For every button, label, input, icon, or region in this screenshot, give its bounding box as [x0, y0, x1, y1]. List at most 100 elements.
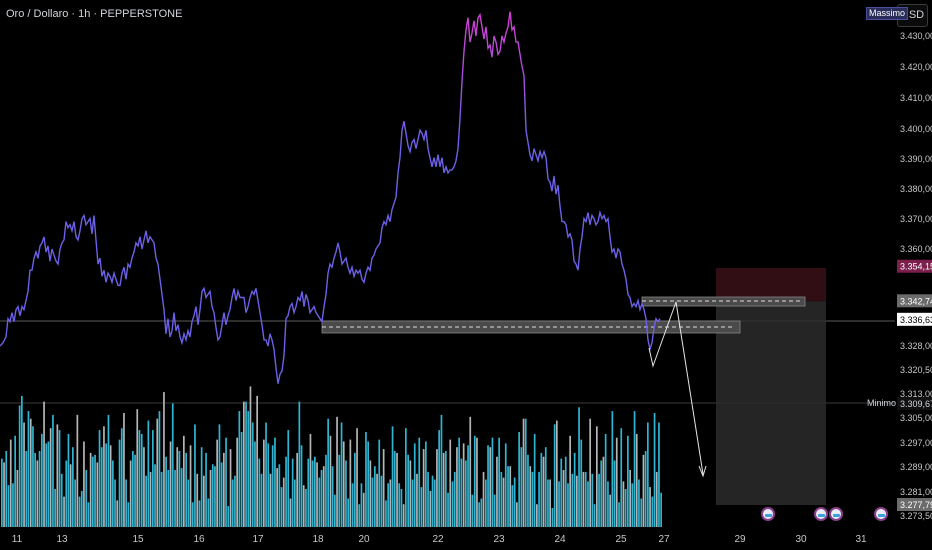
- volume-bar: [98, 430, 101, 527]
- volume-bar: [413, 443, 416, 527]
- volume-bar: [149, 471, 152, 527]
- volume-bar: [169, 441, 172, 527]
- volume-bar: [429, 490, 432, 527]
- volume-bar: [473, 435, 476, 527]
- volume-bar: [356, 428, 358, 527]
- volume-bar: [365, 432, 367, 527]
- volume-bar: [591, 473, 594, 527]
- volume-bar: [207, 498, 210, 527]
- volume-bar: [280, 487, 283, 527]
- volume-bar: [340, 422, 343, 527]
- stop-loss-zone[interactable]: [716, 268, 826, 302]
- volume-bar: [305, 489, 307, 527]
- price-tag-bg: [897, 498, 932, 511]
- symbol-title[interactable]: Oro / Dollaro · 1h · PEPPERSTONE: [6, 8, 183, 20]
- event-icon-31[interactable]: [874, 507, 888, 521]
- volume-bar: [220, 462, 223, 527]
- volume-bar: [593, 504, 596, 527]
- volume-bar: [445, 451, 447, 527]
- volume-bar: [52, 414, 54, 527]
- volume-bar: [607, 481, 609, 527]
- y-tick-label: 3.305,00: [900, 413, 932, 423]
- volume-bar: [320, 470, 323, 527]
- volume-bar: [358, 504, 361, 527]
- price-line[interactable]: [0, 11, 661, 384]
- y-tick-label: 3.360,00: [900, 244, 932, 254]
- volume-bar: [147, 420, 150, 527]
- volume-bar: [531, 471, 534, 527]
- volume-bar: [362, 492, 365, 527]
- volume-bar: [132, 451, 134, 527]
- volume-bar: [456, 447, 458, 527]
- volume-bar: [214, 466, 216, 527]
- volume-bar: [143, 447, 145, 527]
- volume-bar: [316, 462, 318, 527]
- volume-bar: [349, 439, 352, 527]
- y-tick-label: 3.430,00: [900, 31, 932, 41]
- volume-bar: [440, 414, 443, 527]
- volume-bar: [633, 411, 636, 527]
- volume-bar: [609, 494, 611, 527]
- volume-bar: [380, 475, 383, 527]
- x-tick-label: 15: [132, 534, 144, 545]
- price-tag-label: 3.309,67: [900, 399, 932, 409]
- take-profit-zone[interactable]: [716, 301, 826, 505]
- event-icon-30a[interactable]: [814, 507, 828, 521]
- volume-bar: [29, 418, 32, 527]
- volume-bar: [154, 464, 156, 527]
- volume-bar: [9, 439, 12, 527]
- volume-bar: [72, 447, 74, 527]
- x-tick-label: 23: [493, 534, 505, 545]
- volume-bar: [571, 473, 574, 527]
- projection-path[interactable]: [648, 301, 704, 475]
- volume-bar: [16, 470, 19, 527]
- event-icon-29[interactable]: [761, 507, 775, 521]
- volume-bar: [96, 462, 99, 527]
- volume-bar: [1, 458, 3, 527]
- volume-bar: [334, 494, 336, 527]
- volume-bar: [307, 458, 310, 527]
- volume-bar: [231, 479, 234, 527]
- support-zone[interactable]: [321, 320, 741, 334]
- y-tick-label: 3.273,50: [900, 511, 932, 521]
- volume-bar: [203, 475, 205, 527]
- volume-bar: [573, 452, 576, 527]
- volume-bar: [598, 473, 600, 527]
- volume-bar: [536, 504, 538, 527]
- event-icon-30b[interactable]: [829, 507, 843, 521]
- x-tick-label: 13: [56, 534, 68, 545]
- volume-bar: [54, 489, 56, 527]
- volume-bar: [76, 414, 79, 527]
- volume-bar: [194, 424, 196, 527]
- volume-bar: [107, 414, 110, 527]
- volume-bar: [562, 470, 565, 527]
- volume-bar: [34, 452, 36, 527]
- volume-bar: [314, 456, 316, 527]
- volume-bar: [58, 430, 61, 527]
- volume-bar: [67, 433, 70, 527]
- volume-bar: [247, 411, 250, 527]
- volume-bar: [427, 471, 429, 527]
- volume-bar: [498, 437, 500, 527]
- volume-bar: [647, 422, 649, 527]
- volume-bar: [274, 437, 276, 527]
- volume-bar: [138, 430, 141, 527]
- volume-bar: [245, 401, 247, 527]
- volume-bar: [487, 445, 489, 527]
- volume-bar: [442, 452, 445, 527]
- volume-bar: [509, 466, 512, 527]
- volume-bar: [642, 454, 645, 527]
- volume-bar: [516, 502, 518, 527]
- volume-bar: [458, 437, 460, 527]
- volume-bar: [393, 451, 396, 527]
- volume-bar: [540, 452, 543, 527]
- volume-bar: [325, 454, 327, 527]
- volume-bar: [276, 468, 278, 527]
- volume-bar: [160, 471, 163, 527]
- volume-bar: [436, 449, 438, 527]
- volume-bar: [282, 477, 285, 527]
- price-tag-label: 3.277,79: [900, 500, 932, 510]
- volume-bar: [624, 489, 627, 527]
- volume-bar: [576, 475, 578, 527]
